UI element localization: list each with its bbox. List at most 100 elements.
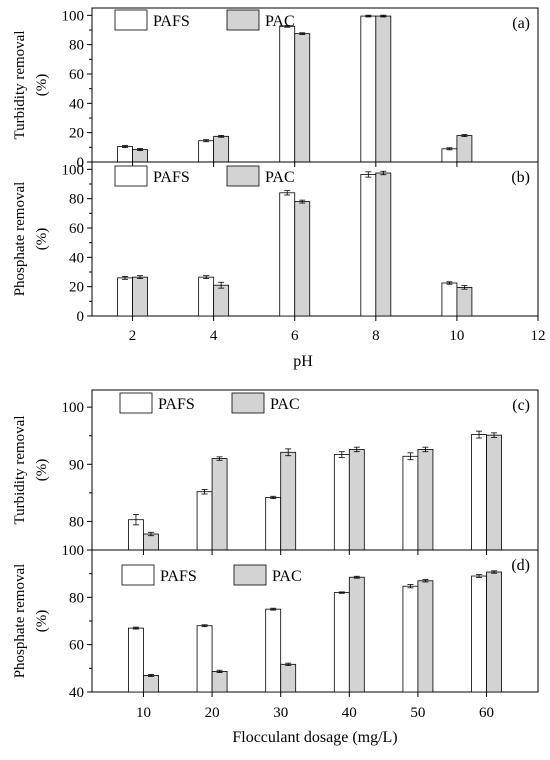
- x-tick-label-4: 4: [210, 328, 218, 344]
- y-tick-label-100: 100: [62, 8, 85, 24]
- chart-panel-c: 80 90 100 (c) Turbidity removal (%) PAFS PAC: [12, 389, 539, 555]
- bar-pac-2: [213, 135, 230, 163]
- y-axis-label-unit: (%): [34, 610, 50, 633]
- legend-label-pac: PAC: [270, 396, 300, 413]
- panel-label: (b): [511, 169, 530, 186]
- chart-panel-a: 0 20 40 60 80 100 (a) Turbidity removal (%) PAFS P…: [12, 7, 539, 171]
- bar-pafs-6: [471, 434, 487, 551]
- bar-pac-5: [456, 135, 473, 163]
- bar-pafs-5: [441, 148, 458, 163]
- legend-swatch-pac: [226, 9, 260, 31]
- bar-pafs-4: [360, 174, 377, 317]
- y-tick-label-80: 80: [69, 192, 84, 208]
- plot-frame: [91, 549, 539, 693]
- chart-panel-b: 0 20 40 60 80 100 2 4 6 8 10 12 (b) Phosphate removal…: [12, 161, 546, 370]
- bar-pac-3: [280, 663, 297, 693]
- bar-pafs-5: [402, 585, 419, 693]
- legend-label-pafs: PAFS: [153, 169, 190, 186]
- bar-pafs-4: [360, 15, 377, 163]
- panel-label: (d): [511, 557, 530, 574]
- y-tick-label-100: 100: [62, 400, 85, 416]
- bar-pac-1: [143, 675, 159, 693]
- legend-label-pafs: PAFS: [160, 568, 197, 585]
- x-tick-label-12: 12: [531, 328, 546, 344]
- legend-swatch-pac: [233, 564, 267, 586]
- x-tick-label-30: 30: [273, 705, 288, 721]
- panel-label: (a): [512, 15, 530, 32]
- legend-label-pac: PAC: [272, 568, 302, 585]
- bar-pafs-3: [265, 608, 282, 693]
- x-tick-label-8: 8: [372, 328, 380, 344]
- x-axis-label: Flocculant dosage (mg/L): [232, 729, 397, 746]
- bar-pac-2: [213, 284, 230, 317]
- panel-label: (c): [512, 397, 530, 414]
- y-tick-label-100: 100: [62, 543, 85, 559]
- y-axis-label-unit: (%): [34, 74, 50, 97]
- x-tick-label-60: 60: [479, 705, 494, 721]
- bar-pac-1: [132, 276, 148, 317]
- legend-swatch-pafs: [114, 9, 148, 31]
- legend-swatch-pafs: [121, 564, 155, 586]
- bar-pac-1: [132, 149, 148, 163]
- bar-pac-2: [211, 671, 228, 693]
- bar-pac-3: [280, 451, 297, 551]
- legend-label-pac: PAC: [265, 13, 295, 30]
- bar-pac-6: [486, 434, 502, 551]
- y-tick-label-40: 40: [69, 96, 84, 112]
- x-axis-label: pH: [293, 353, 313, 370]
- bar-pac-2: [211, 458, 228, 551]
- y-axis-label: Phosphate removal: [12, 564, 28, 679]
- bar-pafs-3: [265, 497, 282, 551]
- legend-swatch-pac: [226, 165, 260, 187]
- legend-swatch-pafs: [114, 165, 148, 187]
- bar-pafs-4: [333, 592, 350, 693]
- y-tick-label-20: 20: [69, 280, 84, 296]
- bar-pafs-2: [196, 491, 213, 551]
- y-tick-label-40: 40: [69, 685, 84, 701]
- bar-pac-5: [417, 580, 434, 693]
- y-tick-label-0: 0: [77, 309, 85, 325]
- x-tick-label-2: 2: [129, 328, 137, 344]
- y-tick-label-60: 60: [69, 67, 84, 83]
- x-tick-label-50: 50: [410, 705, 425, 721]
- bar-pac-6: [486, 571, 502, 693]
- x-tick-label-10: 10: [449, 328, 464, 344]
- bar-pac-3: [294, 201, 311, 317]
- chart-panel-d: 40 60 80 100 10 20 30 40 50 60 (d) Phosphate remova…: [12, 543, 539, 746]
- y-axis-label-unit: (%): [34, 228, 50, 251]
- bar-pac-3: [294, 33, 311, 163]
- bar-pafs-3: [279, 25, 296, 163]
- y-axis-label: Turbidity removal: [12, 30, 28, 139]
- y-tick-label-80: 80: [69, 38, 84, 54]
- y-axis-label-unit: (%): [34, 459, 50, 482]
- bar-pac-1: [143, 533, 159, 551]
- x-tick-label-6: 6: [291, 328, 299, 344]
- bar-pafs-4: [333, 454, 350, 551]
- plot-frame: [91, 161, 539, 317]
- bar-pafs-5: [441, 282, 458, 317]
- legend: PAFS PAC: [114, 9, 295, 31]
- y-tick-label-60: 60: [69, 638, 84, 654]
- y-tick-label-90: 90: [69, 457, 84, 473]
- bar-pafs-1: [128, 627, 144, 693]
- bar-pafs-2: [196, 625, 213, 693]
- y-tick-label-40: 40: [69, 250, 84, 266]
- bar-pac-5: [417, 449, 434, 551]
- y-tick-label-20: 20: [69, 126, 84, 142]
- bar-pac-5: [456, 286, 473, 317]
- bar-pafs-6: [471, 575, 487, 693]
- legend-swatch-pac: [231, 392, 265, 414]
- y-tick-label-0: 0: [77, 155, 85, 171]
- legend-label-pac: PAC: [265, 169, 295, 186]
- legend: PAFS PAC: [119, 392, 300, 414]
- bar-pac-4: [375, 172, 392, 317]
- legend: PAFS PAC: [121, 564, 302, 586]
- bar-pafs-1: [117, 277, 133, 317]
- y-tick-label-80: 80: [69, 514, 84, 530]
- bar-pafs-5: [402, 455, 419, 551]
- x-tick-label-10: 10: [136, 705, 151, 721]
- y-tick-label-60: 60: [69, 221, 84, 237]
- legend: PAFS PAC: [114, 165, 295, 187]
- legend-swatch-pafs: [119, 392, 153, 414]
